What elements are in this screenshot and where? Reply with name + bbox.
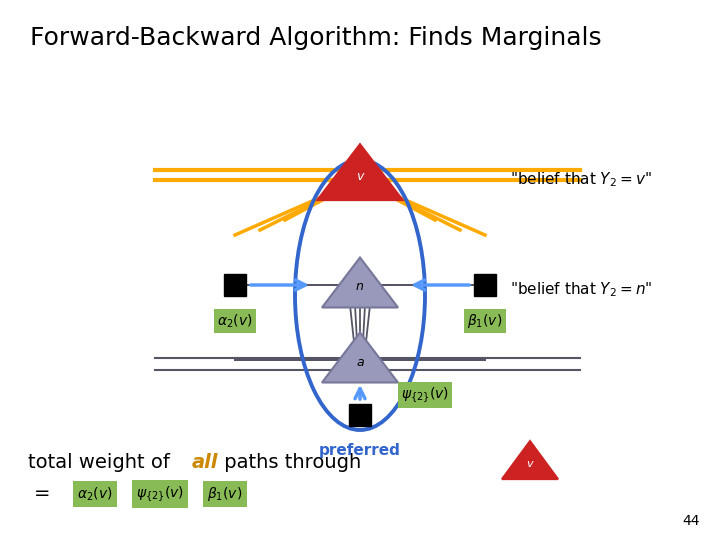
- FancyBboxPatch shape: [349, 404, 371, 426]
- Text: $\beta_1(v)$: $\beta_1(v)$: [467, 312, 503, 330]
- Text: preferred: preferred: [319, 443, 401, 458]
- Polygon shape: [318, 145, 402, 200]
- Text: paths through: paths through: [218, 453, 361, 471]
- Text: Forward-Backward Algorithm: Finds Marginals: Forward-Backward Algorithm: Finds Margin…: [30, 26, 602, 50]
- Text: a: a: [356, 355, 364, 368]
- Text: $\psi_{\{2\}}(v)$: $\psi_{\{2\}}(v)$: [136, 484, 184, 504]
- Text: n: n: [356, 280, 364, 294]
- Polygon shape: [322, 258, 398, 307]
- Text: $\beta_1(v)$: $\beta_1(v)$: [207, 485, 243, 503]
- FancyBboxPatch shape: [224, 274, 246, 296]
- Text: $\alpha_2(v)$: $\alpha_2(v)$: [217, 312, 253, 330]
- Text: total weight of: total weight of: [28, 453, 176, 471]
- Text: "belief that $Y_2 = v$": "belief that $Y_2 = v$": [510, 171, 652, 190]
- Text: "belief that $Y_2 = n$": "belief that $Y_2 = n$": [510, 281, 652, 299]
- Polygon shape: [322, 333, 398, 382]
- Text: $\psi_{\{2\}}(v)$: $\psi_{\{2\}}(v)$: [401, 386, 449, 404]
- Text: =: =: [34, 484, 50, 503]
- Text: v: v: [527, 459, 534, 469]
- FancyBboxPatch shape: [474, 274, 496, 296]
- Text: v: v: [356, 171, 364, 184]
- Polygon shape: [502, 441, 558, 479]
- Text: $\alpha_2(v)$: $\alpha_2(v)$: [77, 485, 113, 503]
- Text: 44: 44: [683, 514, 700, 528]
- Text: all: all: [192, 453, 218, 471]
